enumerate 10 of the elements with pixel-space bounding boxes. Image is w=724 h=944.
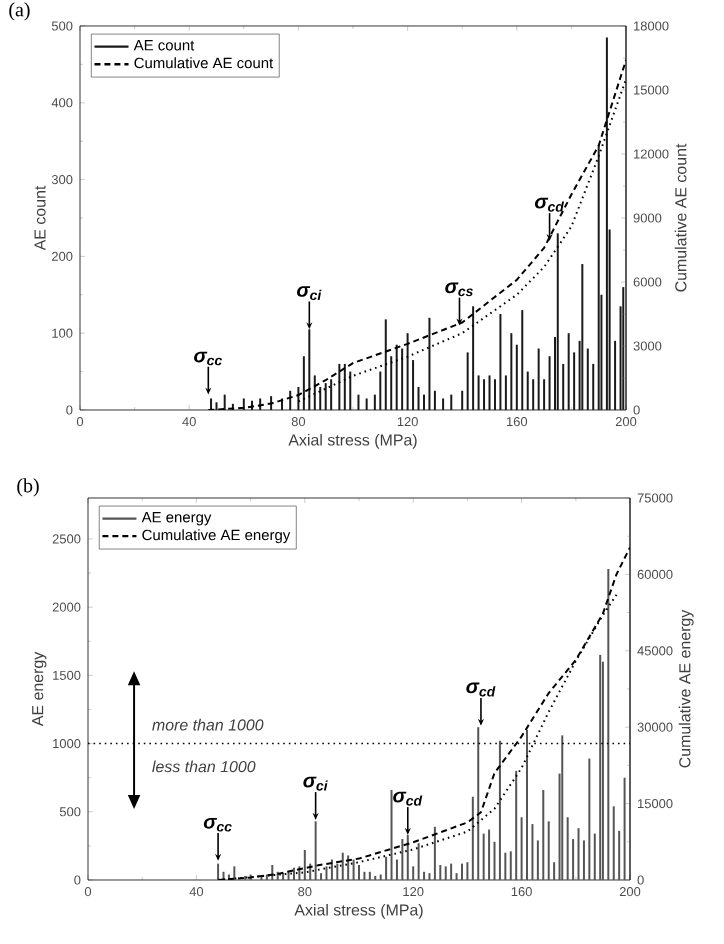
annotation: σ$_{cs}$ xyxy=(445,282,473,297)
text: (a) xyxy=(9,2,30,21)
annotation: σ$_{cd}$ xyxy=(534,197,565,212)
annotation: σ$_{cd}$ xyxy=(393,791,423,806)
annotation: σ$_{cc}$ xyxy=(203,817,232,832)
annotation: σ$_{ci}$ xyxy=(303,776,328,791)
annotation: σ$_{ci}$ xyxy=(297,286,322,301)
annotation: σ$_{cc}$ xyxy=(194,351,222,366)
text: (b) xyxy=(17,478,39,497)
annotation: σ$_{cd}$ xyxy=(466,682,496,697)
